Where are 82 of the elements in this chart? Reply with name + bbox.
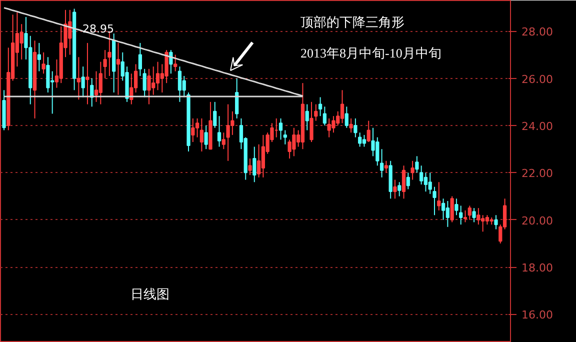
candlestick xyxy=(147,68,151,105)
candlestick xyxy=(344,106,348,128)
candlestick xyxy=(222,132,226,150)
text: 2013年8月中旬-10月中旬 xyxy=(300,46,442,60)
candlestick xyxy=(235,78,239,119)
annotation: 28.95 xyxy=(82,22,114,36)
candlestick xyxy=(459,205,463,226)
y-tick-label: 24.00 xyxy=(522,120,553,134)
candlestick xyxy=(332,116,336,134)
candlestick xyxy=(283,130,287,145)
candlestick xyxy=(362,134,366,148)
candlestick xyxy=(191,118,195,143)
candlestick xyxy=(349,118,353,134)
y-tick-label: 26.00 xyxy=(522,72,553,86)
candlestick xyxy=(366,120,370,143)
candlestick xyxy=(463,210,468,223)
candlestick xyxy=(485,214,490,226)
candlestick xyxy=(454,198,458,216)
candlestick xyxy=(248,158,252,176)
candlestick xyxy=(415,156,419,174)
candlestick xyxy=(98,61,102,105)
candlestick xyxy=(37,42,41,72)
y-tick-label: 18.00 xyxy=(522,262,553,275)
candlestick xyxy=(468,205,472,220)
candlestick xyxy=(142,68,146,98)
candlestick xyxy=(86,42,90,105)
candlestick xyxy=(178,66,182,102)
candlestick xyxy=(437,182,441,211)
annotation: 日线图 xyxy=(130,288,170,302)
candlestick xyxy=(318,96,322,117)
candlestick xyxy=(217,116,222,148)
candlestick xyxy=(340,90,344,124)
candlestick xyxy=(174,54,178,72)
candlestick xyxy=(46,56,50,93)
candlestick xyxy=(213,101,217,128)
candlestick xyxy=(169,50,173,74)
candlestick xyxy=(103,50,107,79)
candlestick xyxy=(428,172,432,194)
candlestick xyxy=(322,106,327,126)
y-tick-label: 28.00 xyxy=(522,26,553,39)
candlestick xyxy=(156,61,160,91)
candlestick xyxy=(261,134,266,178)
candlestick xyxy=(138,42,142,76)
candlestick xyxy=(432,186,436,216)
candlestick xyxy=(200,118,204,152)
candlestick xyxy=(358,132,362,148)
candlestick xyxy=(398,182,402,197)
y-tick-label: 20.00 xyxy=(522,214,553,228)
candlestick xyxy=(94,70,98,102)
candlestick xyxy=(204,125,208,150)
candlestick xyxy=(116,42,120,96)
candlestick xyxy=(424,172,428,192)
candlestick xyxy=(256,144,261,178)
candlestick xyxy=(278,118,283,140)
candlestick xyxy=(195,118,200,138)
candlestick xyxy=(406,172,410,190)
y-tick-label: 22.00 xyxy=(522,167,553,180)
candlestick xyxy=(384,160,388,174)
candlestick xyxy=(420,165,424,185)
candlestick xyxy=(354,118,358,138)
candlestick xyxy=(402,165,406,200)
candlestick xyxy=(164,50,168,84)
candlestick xyxy=(450,196,454,223)
candlestick xyxy=(20,24,24,60)
candlestick xyxy=(314,104,318,122)
candlestick xyxy=(446,200,450,228)
candlestick xyxy=(476,208,480,226)
candlestick xyxy=(441,198,446,220)
text: 顶部的下降三角形 xyxy=(300,16,404,30)
candlestick xyxy=(310,101,314,143)
candlestick xyxy=(410,160,414,180)
candlestick xyxy=(380,148,384,178)
candlestick xyxy=(81,66,85,98)
candlestick xyxy=(494,214,498,230)
candlestick xyxy=(393,179,397,200)
candlestick xyxy=(252,146,256,183)
candlestick xyxy=(76,56,81,100)
candlestick xyxy=(182,75,186,98)
candlestick xyxy=(42,52,46,74)
candlestick xyxy=(305,104,309,131)
y-tick-label: 16.00 xyxy=(522,308,553,322)
candlestick xyxy=(472,208,476,223)
